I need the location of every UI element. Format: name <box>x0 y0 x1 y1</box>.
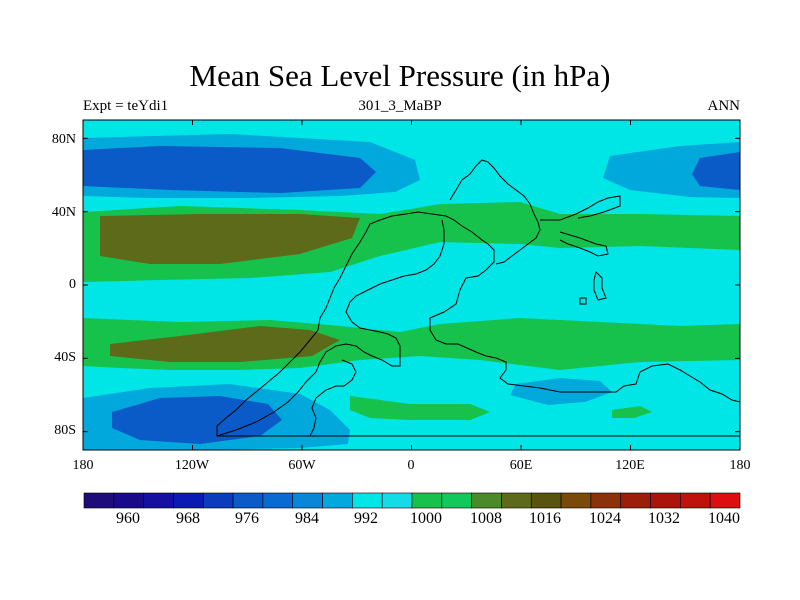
nh-low-core-west <box>83 146 376 193</box>
lat-label-80s: 80S <box>54 423 76 438</box>
lat-label-40s: 40S <box>54 350 76 365</box>
lat-label-80n: 80N <box>51 132 76 147</box>
colorbar-swatch-20 <box>680 492 711 509</box>
season-label: ANN <box>707 98 741 114</box>
colorbar-label-968: 968 <box>176 510 200 527</box>
colorbar-swatch-17 <box>590 492 622 509</box>
colorbar-swatch-18 <box>620 492 651 509</box>
colorbar-label-1016: 1016 <box>529 510 561 527</box>
period-label: 301_3_MaBP <box>358 98 442 114</box>
colorbar-swatch-2 <box>143 492 174 509</box>
colorbar-swatch-1 <box>113 492 144 509</box>
lat-label-40n: 40N <box>51 205 76 220</box>
northern-continent-coastline <box>449 159 541 265</box>
colorbar-label-1000: 1000 <box>410 510 442 527</box>
colorbar-label-1024: 1024 <box>589 510 621 527</box>
lon-tick-marks <box>82 120 741 450</box>
colorbar-swatch-11 <box>411 492 443 509</box>
colorbar-label-992: 992 <box>354 510 378 527</box>
nh-high-core <box>100 214 360 264</box>
pressure-field <box>83 120 740 450</box>
colorbar-swatch-15 <box>530 492 562 509</box>
colorbar-swatch-6 <box>262 492 294 509</box>
southern-margin-coastline <box>309 359 357 437</box>
colorbar-swatch-0 <box>83 492 115 509</box>
east-cape-coastline <box>559 231 609 257</box>
colorbar-swatch-9 <box>352 492 383 509</box>
nh-low-core-east <box>692 152 740 190</box>
lon-label-120w: 120W <box>174 458 210 473</box>
western-continent-coastline <box>216 211 740 437</box>
colorbar-swatch-13 <box>471 492 502 509</box>
colorbar-swatch-5 <box>232 492 264 509</box>
colorbar-label-1040: 1040 <box>708 510 740 527</box>
colorbar-swatch-12 <box>441 492 472 509</box>
southern-ocean-high-patch <box>350 396 490 420</box>
continent-outlines <box>216 159 740 437</box>
small-island-coastline <box>579 297 587 305</box>
colorbar-label-1008: 1008 <box>470 510 502 527</box>
sh-low-core <box>112 396 282 444</box>
sh-high-core <box>110 326 340 362</box>
colorbar-swatch-7 <box>292 492 323 509</box>
lon-label-0: 0 <box>407 458 415 473</box>
colorbar-swatch-14 <box>501 492 532 509</box>
colorbar-swatch-21 <box>709 492 741 509</box>
colorbar-label-960: 960 <box>116 510 140 527</box>
lon-label-60e: 60E <box>509 458 533 473</box>
lon-label-180w: 180 <box>72 458 94 473</box>
lon-label-120e: 120E <box>615 458 645 473</box>
colorbar-swatch-4 <box>202 492 234 509</box>
colorbar-swatch-19 <box>650 492 681 509</box>
east-peninsula-coastline <box>540 195 621 221</box>
small-high-patch-east <box>612 406 652 418</box>
colorbar-swatch-10 <box>381 492 413 509</box>
colorbar-swatch-3 <box>173 492 204 509</box>
lon-label-180e: 180 <box>729 458 751 473</box>
colorbar-swatch-16 <box>560 492 592 509</box>
lon-label-60w: 60W <box>288 458 316 473</box>
experiment-label: Expt = teYdi1 <box>83 98 169 114</box>
colorbar <box>83 492 741 509</box>
lat-tick-marks <box>83 137 740 433</box>
colorbar-swatch-8 <box>322 492 353 509</box>
map-title: Mean Sea Level Pressure (in hPa) <box>189 58 611 93</box>
colorbar-label-984: 984 <box>295 510 319 527</box>
lat-label-0: 0 <box>69 277 76 292</box>
colorbar-label-1032: 1032 <box>648 510 680 527</box>
western-continent-inner-edge <box>216 219 445 437</box>
colorbar-label-976: 976 <box>235 510 259 527</box>
eastern-island-coastline <box>593 271 607 301</box>
